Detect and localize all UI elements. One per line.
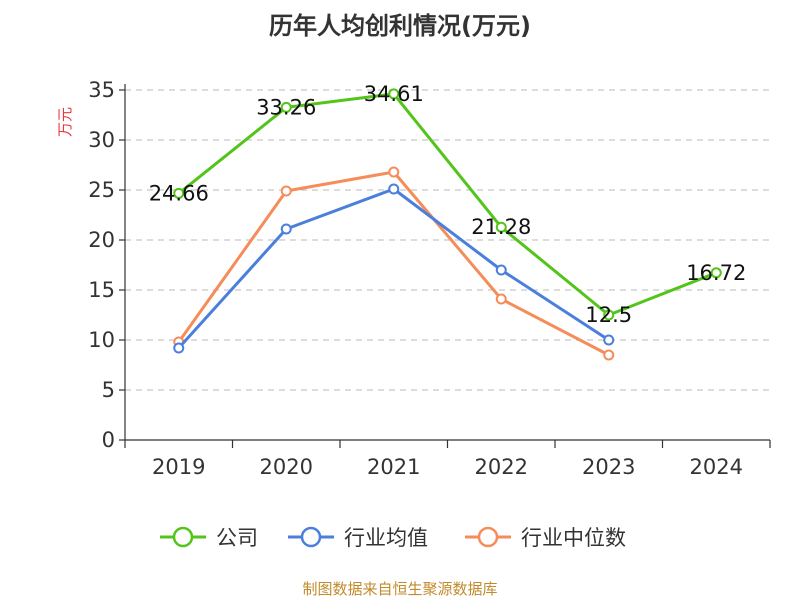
x-tick-label-2022: 2022 [475,455,528,479]
data-point-行业均值-2020[interactable] [280,223,292,235]
legend-marker-行业均值[interactable] [300,526,322,548]
grid-layer [125,89,770,391]
data-label-2022: 21.28 [471,215,531,239]
data-label-2021: 34.61 [364,82,424,106]
y-axis-label: 万元 [56,107,74,137]
data-label-2023: 12.5 [585,303,632,327]
data-point-公司-2023[interactable] [603,309,615,321]
data-point-行业均值-2019[interactable] [173,342,185,354]
y-tick-label: 15 [88,278,115,302]
axis-layer: 0 5 10 15 20 25 30 35 2019 2020 2021 2022 2023 2024 [88,78,771,479]
data-point-公司-2021[interactable] [388,88,400,100]
series-layer [173,88,722,361]
series-line-行业均值 [177,187,610,350]
y-tick-label: 30 [88,128,115,152]
y-tick-label: 20 [88,228,115,252]
data-point-行业中位数-2022[interactable] [495,293,507,305]
data-point-行业均值-2021[interactable] [388,183,400,195]
data-point-公司-2024[interactable] [710,267,722,279]
data-point-行业中位数-2021[interactable] [388,166,400,178]
series-line-公司 [177,92,717,317]
data-point-行业中位数-2020[interactable] [280,185,292,197]
x-tick-label-2019: 2019 [152,455,205,479]
legend-label-行业中位数[interactable]: 行业中位数 [521,526,626,550]
y-tick-label: 35 [88,78,115,102]
y-tick-label: 10 [88,328,115,352]
data-point-行业均值-2022[interactable] [495,264,507,276]
data-label-2019: 24.66 [149,181,209,205]
legend: 公司 行业均值 行业中位数 [160,526,626,550]
data-point-公司-2019[interactable] [173,187,185,199]
y-tick-label: 0 [102,428,115,452]
data-label-layer: 24.66 33.26 34.61 21.28 12.5 16.72 [149,82,747,327]
data-point-公司-2022[interactable] [495,221,507,233]
x-tick-label-2020: 2020 [260,455,313,479]
x-tick-label-2024: 2024 [690,455,743,479]
data-point-公司-2020[interactable] [280,101,292,113]
legend-marker-公司[interactable] [172,526,194,548]
data-label-2020: 33.26 [256,95,316,119]
data-label-2024: 16.72 [686,261,746,285]
x-tick-label-2023: 2023 [582,455,635,479]
legend-label-公司[interactable]: 公司 [216,526,258,550]
chart-title: 历年人均创利情况(万元) [269,12,531,40]
x-tick-label-2021: 2021 [367,455,420,479]
legend-marker-行业中位数[interactable] [477,526,499,548]
data-source-note: 制图数据来自恒生聚源数据库 [302,580,497,598]
data-point-行业中位数-2023[interactable] [603,349,615,361]
y-tick-label: 25 [88,178,115,202]
data-point-行业均值-2023[interactable] [603,334,615,346]
legend-label-行业均值[interactable]: 行业均值 [344,526,428,550]
y-tick-label: 5 [102,378,115,402]
